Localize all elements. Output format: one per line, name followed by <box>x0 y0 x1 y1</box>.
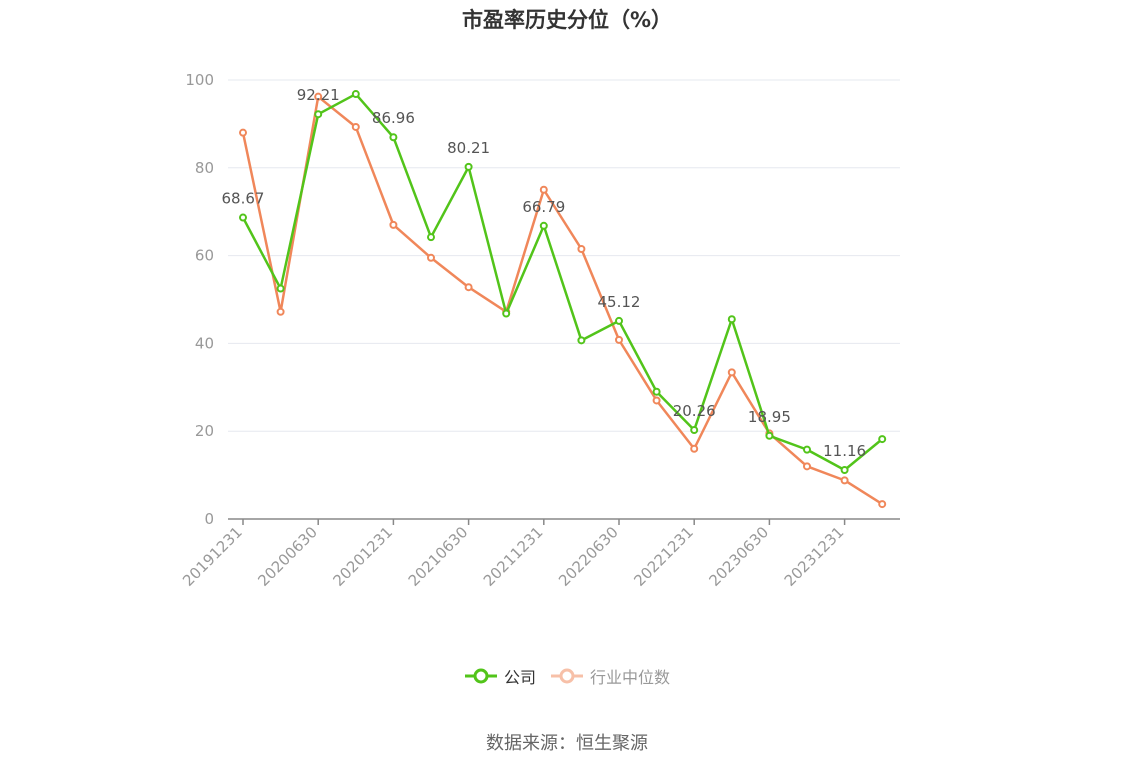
data-label-6: 20.26 <box>673 402 716 420</box>
series-0-point-7[interactable] <box>502 309 511 318</box>
series-1-point-8[interactable] <box>539 185 548 194</box>
legend-company-label: 公司 <box>503 668 536 687</box>
series-1-point-0[interactable] <box>239 128 247 137</box>
grid-layer <box>228 79 900 432</box>
series-1-point-5[interactable] <box>427 253 435 262</box>
series-1-point-15[interactable] <box>803 462 811 471</box>
series-0-point-6[interactable] <box>464 162 473 171</box>
x-tick-label-8: 20231231 <box>781 523 848 590</box>
y-tick-label-5: 100 <box>185 71 214 89</box>
series-0-point-2[interactable] <box>314 110 323 119</box>
series-1-point-4[interactable] <box>389 220 398 229</box>
series-0-point-17[interactable] <box>878 435 887 444</box>
legend-industry-label: 行业中位数 <box>590 668 671 687</box>
legend-industry-marker <box>551 668 583 684</box>
series-1-point-13[interactable] <box>727 368 736 377</box>
label-layer: 68.67 92.21 86.96 80.21 66.79 45.12 20.26 18.95… <box>222 86 867 460</box>
series-0-point-5[interactable] <box>427 233 435 242</box>
legend-item-industry-median[interactable]: 行业中位数 <box>550 664 670 688</box>
chart-title: 市盈率历史分位（%） <box>461 8 673 32</box>
series-1-point-17[interactable] <box>878 500 887 509</box>
data-source: 数据来源：恒生聚源 <box>486 733 648 754</box>
series-layer <box>239 90 887 509</box>
series-1-point-6[interactable] <box>464 283 473 292</box>
series-1-point-11[interactable] <box>652 396 661 405</box>
series-0-point-3[interactable] <box>351 90 360 99</box>
x-tick-label-6: 20221231 <box>630 523 697 590</box>
series-0-point-8[interactable] <box>539 221 548 230</box>
legend: 公司 行业中位数 <box>0 664 1134 688</box>
series-0-point-12[interactable] <box>690 426 699 435</box>
series-0-point-10[interactable] <box>615 316 623 325</box>
series-0-point-1[interactable] <box>276 284 285 293</box>
series-1-point-16[interactable] <box>840 476 849 485</box>
data-label-1: 92.21 <box>297 86 340 104</box>
series-1-point-9[interactable] <box>577 245 586 254</box>
data-label-3: 80.21 <box>447 139 490 157</box>
legend-item-company[interactable]: 公司 <box>464 664 536 688</box>
y-tick-label-4: 80 <box>195 159 214 177</box>
x-tick-label-2: 20201231 <box>330 523 397 590</box>
series-1-point-3[interactable] <box>351 122 360 131</box>
x-tick-label-7: 20230630 <box>706 523 773 590</box>
data-label-7: 18.95 <box>748 408 791 426</box>
x-tick-label-0: 20191231 <box>179 523 246 590</box>
series-0-point-16[interactable] <box>840 466 849 475</box>
x-tick-label-3: 20210630 <box>405 523 472 590</box>
legend-company-marker <box>464 668 497 684</box>
series-0-point-9[interactable] <box>577 336 586 345</box>
series-1-point-10[interactable] <box>615 335 623 344</box>
data-label-5: 45.12 <box>598 293 641 311</box>
series-0-point-13[interactable] <box>727 315 736 324</box>
y-tick-label-3: 60 <box>195 247 214 265</box>
y-tick-label-2: 40 <box>195 334 214 352</box>
x-tick-label-5: 20220630 <box>555 523 622 590</box>
x-tick-label-1: 20200630 <box>254 523 321 590</box>
y-tick-label-0: 0 <box>204 510 214 528</box>
series-line-0 <box>241 92 883 472</box>
series-0-point-15[interactable] <box>803 445 811 454</box>
data-label-8: 11.16 <box>823 442 866 460</box>
series-0-point-14[interactable] <box>765 431 774 440</box>
series-1-point-2[interactable] <box>314 92 323 101</box>
series-0-point-0[interactable] <box>239 213 247 222</box>
x-tick-label-4: 20211231 <box>480 523 547 590</box>
data-label-4: 66.79 <box>522 198 565 216</box>
series-1-point-12[interactable] <box>690 444 699 453</box>
series-0-point-4[interactable] <box>389 133 398 142</box>
data-label-0: 68.67 <box>222 190 265 208</box>
series-1-point-1[interactable] <box>276 307 285 316</box>
series-0-point-11[interactable] <box>652 387 661 396</box>
data-label-2: 86.96 <box>372 109 415 127</box>
y-tick-label-1: 20 <box>195 422 214 440</box>
